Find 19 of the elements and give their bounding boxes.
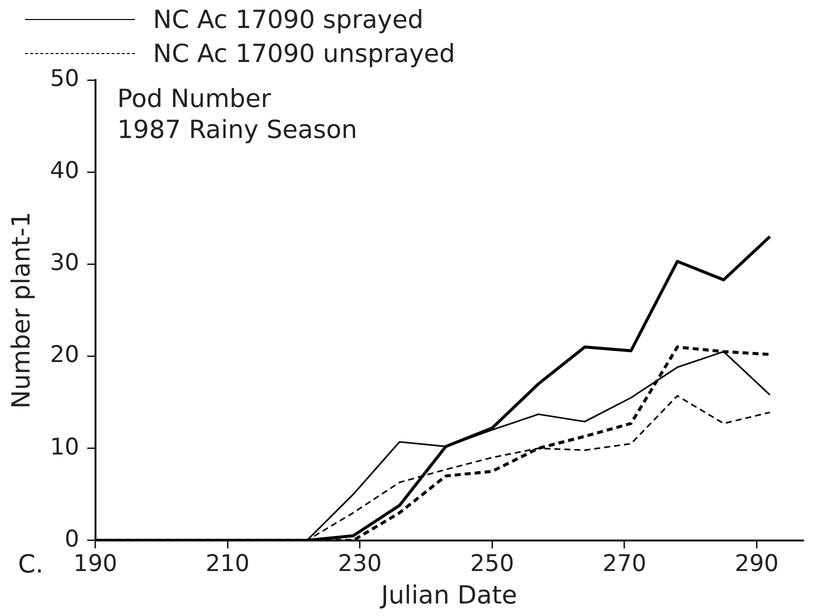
- legend-label: NC Ac 17090 unsprayed: [153, 38, 456, 68]
- annotation: 1987 Rainy Season: [117, 115, 358, 144]
- x-tick-label: 250: [470, 551, 514, 578]
- x-tick-label: 290: [734, 551, 779, 578]
- legend-label: NC Ac 17090 sprayed: [153, 4, 424, 34]
- x-tick-label: 190: [73, 551, 118, 578]
- x-tick-label: 210: [206, 551, 250, 578]
- x-axis-title: Julian Date: [379, 580, 518, 610]
- y-tick-label: 30: [50, 250, 80, 276]
- y-tick-label: 0: [64, 526, 80, 552]
- y-tick-label: 40: [50, 158, 80, 184]
- x-tick-label: 270: [602, 551, 646, 578]
- text: C.: [18, 549, 44, 578]
- y-tick-label: 10: [50, 434, 80, 460]
- annotation: Pod Number: [117, 84, 272, 113]
- y-tick-label: 20: [50, 342, 80, 368]
- x-tick-label: 230: [338, 551, 382, 578]
- y-tick-label: 50: [50, 66, 80, 92]
- y-axis-title: Number plant-1: [6, 212, 36, 409]
